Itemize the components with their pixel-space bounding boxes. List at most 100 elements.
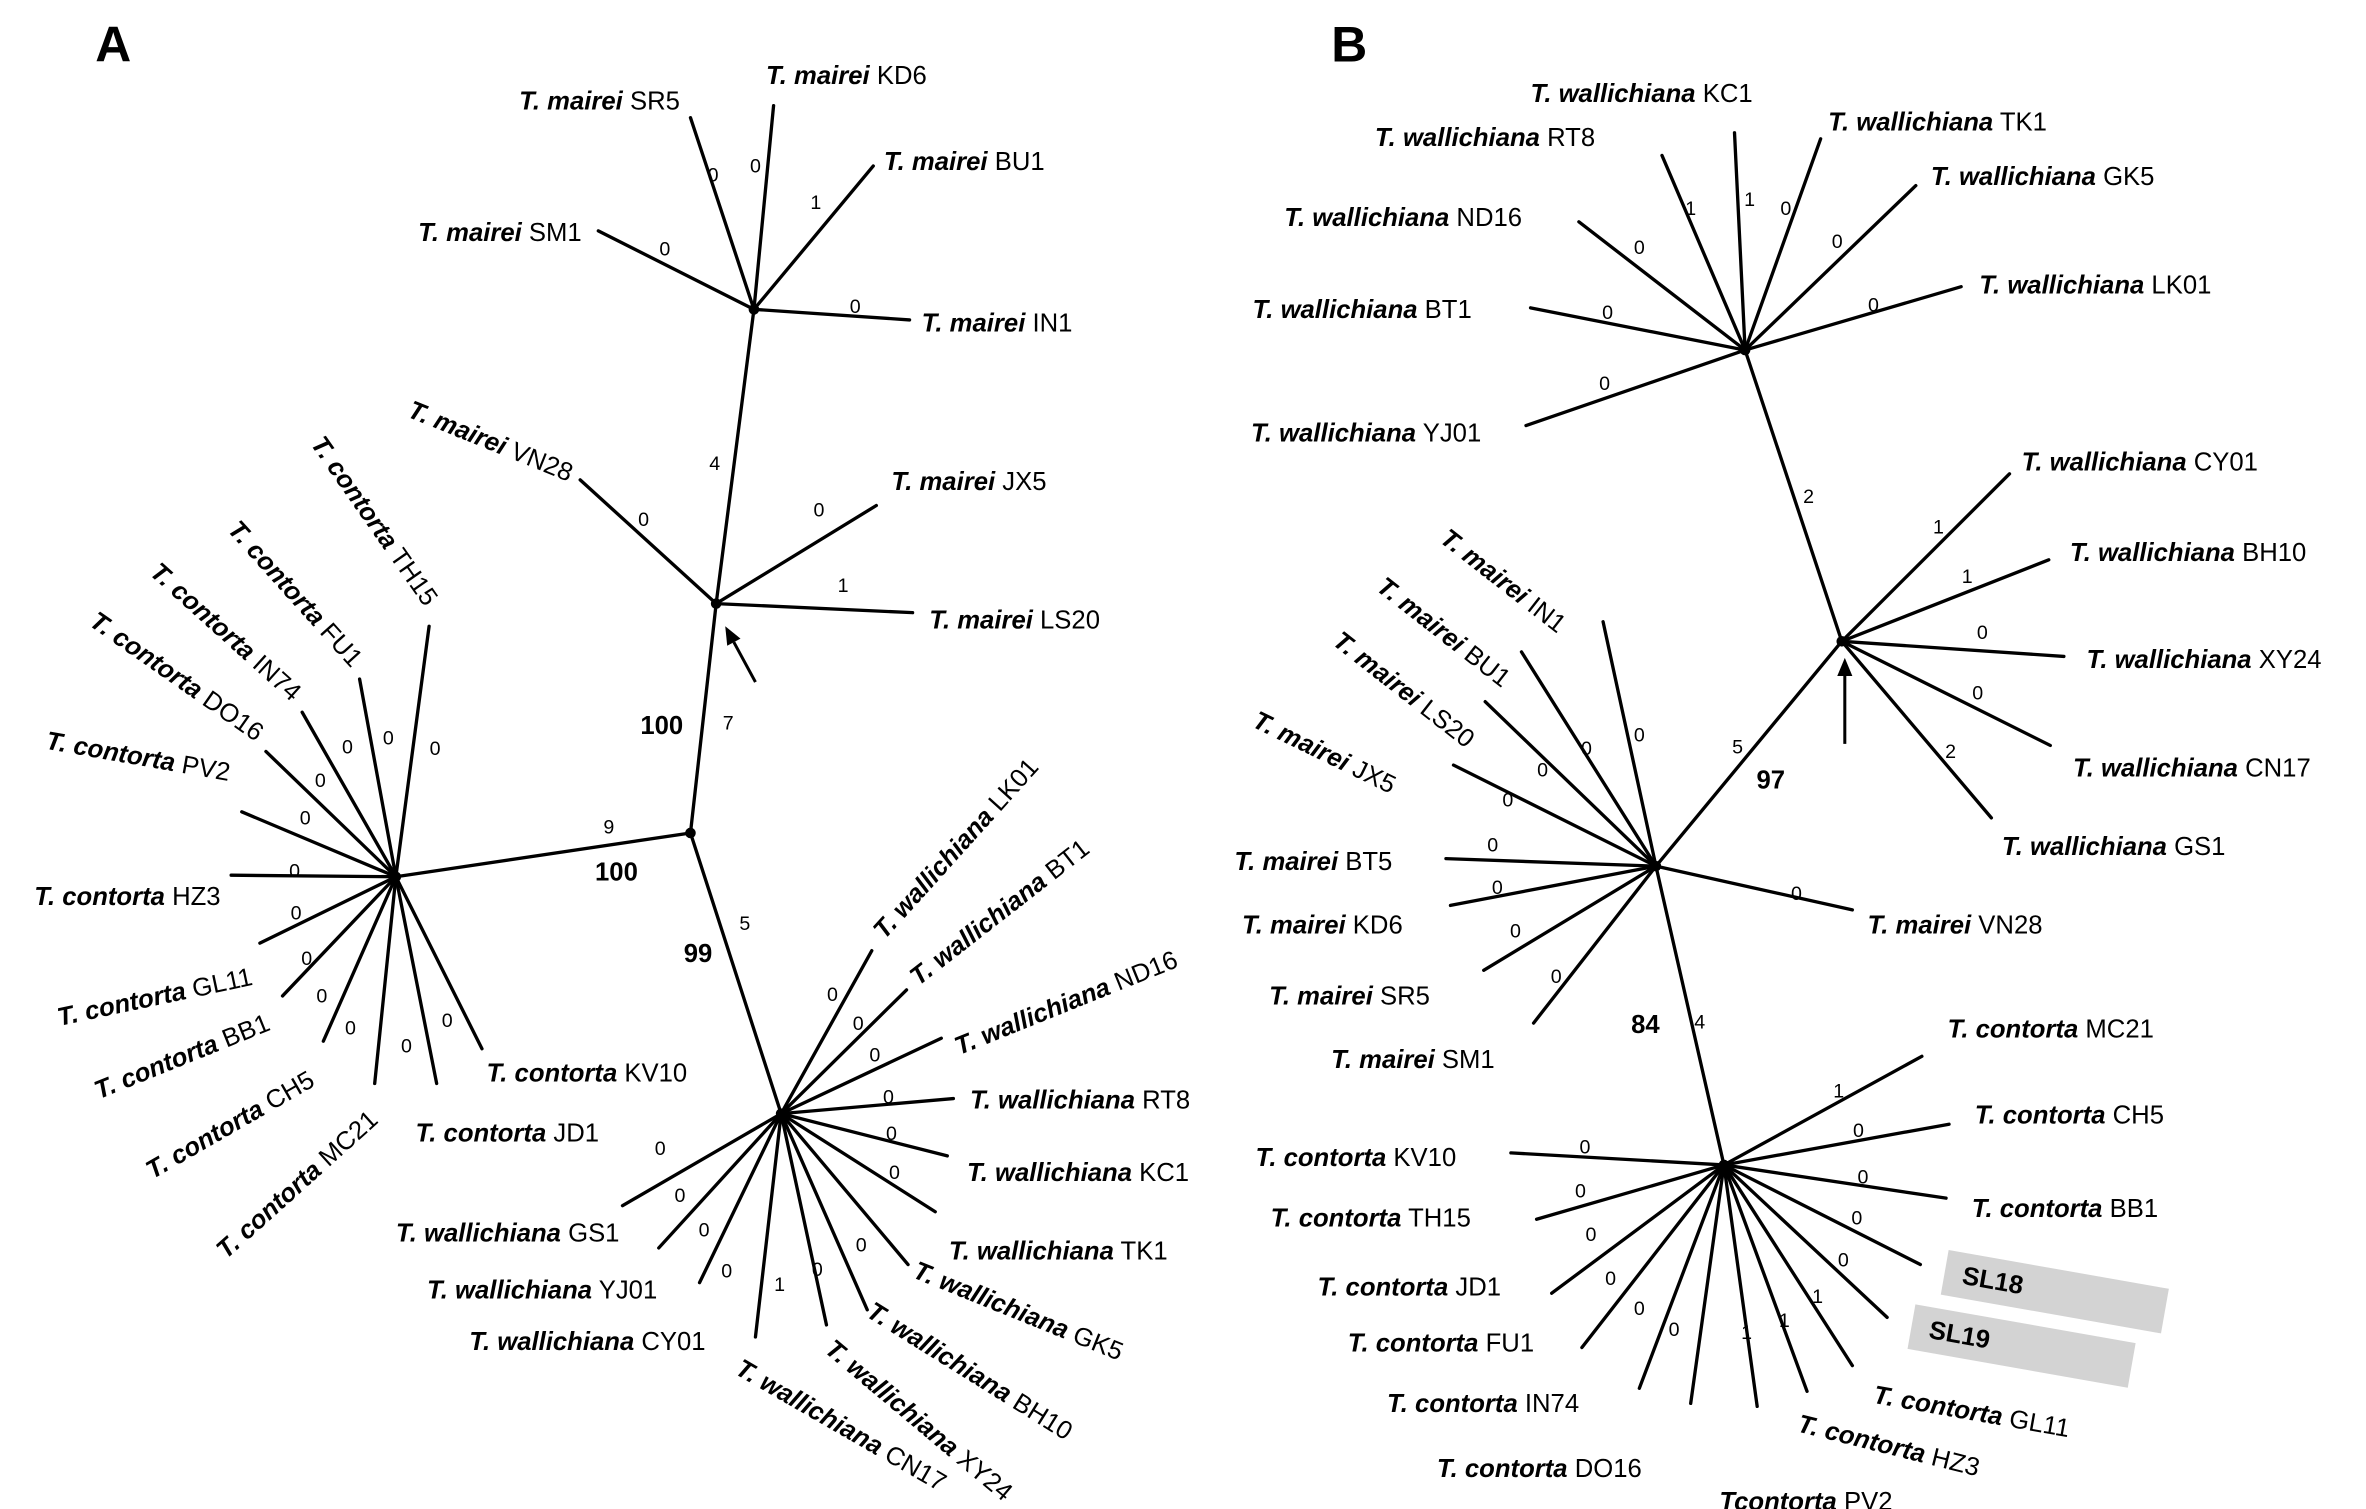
panel-b-label: B	[1331, 16, 1367, 72]
panel-a-taxon-label: T. mairei BU1	[884, 148, 1045, 176]
panel-b-leaf-branch	[1580, 1163, 1726, 1350]
panel-a-leaf-branch	[714, 601, 915, 615]
panel-b-taxon-label: T. contorta FU1	[1348, 1329, 1534, 1357]
panel-a-branch-length-label: 0	[383, 728, 394, 750]
panel-a-branch-length-label: 0	[883, 1087, 894, 1109]
panel-a-branch-length-label: 4	[709, 453, 720, 475]
panel-b-taxon-label: T. wallichiana CN17	[2073, 754, 2311, 782]
panel-b-leaf-branch	[1732, 131, 1747, 352]
panel-a-leaf-branch	[779, 1096, 956, 1116]
panel-b-branch-length-label: 0	[1605, 1268, 1616, 1290]
panel-a-leaf-branch	[620, 1111, 783, 1208]
panel-b-branch-length-label: 0	[1791, 883, 1802, 905]
panel-b-branch-length-label: 0	[1537, 759, 1548, 781]
panel-b-branch-length-label: 0	[1851, 1207, 1862, 1229]
panel-b-branch-length-label: 2	[1945, 741, 1956, 763]
panel-b-taxon-label: T. mairei IN1	[1435, 524, 1571, 639]
panel-b-leaf-branch	[1483, 700, 1658, 868]
panel-a-branch-length-label: 0	[316, 986, 327, 1008]
panel-a-bootstrap-value: 99	[684, 940, 713, 968]
panel-a-branch-length-label: 0	[869, 1044, 880, 1066]
panel-b-taxon-label: T. wallichiana GK5	[1931, 163, 2155, 191]
panel-b-leaf-branch	[1722, 1054, 1924, 1167]
panel-a-leaf-branch	[229, 873, 398, 879]
panel-a-taxon-label: T. mairei SR5	[519, 87, 680, 115]
panel-a-branch-length-label: 9	[603, 817, 614, 839]
panel-a-branch-length-label: 0	[289, 860, 300, 882]
panel-b-internal-branch	[1743, 348, 1844, 643]
panel-a-taxon-label: T. wallichiana TK1	[949, 1237, 1168, 1265]
panel-a-leaf-branch	[779, 1036, 943, 1116]
panel-a-internal-branch	[688, 831, 783, 1116]
panel-a-branch-length-label: 7	[723, 713, 734, 735]
panel-a-branch-length-label: 0	[342, 737, 353, 759]
panel-b-leaf-branch	[1601, 620, 1658, 868]
panel-a-taxon-label: T. wallichiana YJ01	[427, 1276, 657, 1304]
panel-a-taxon-label: T. mairei IN1	[922, 309, 1073, 337]
panel-a-leaf-branch	[394, 875, 484, 1051]
panel-a-leaf-branch	[578, 478, 718, 606]
panel-a-internal-branch	[688, 601, 718, 835]
panel-b-leaf-branch	[1482, 864, 1658, 972]
panel-a-branch-length-label: 0	[638, 509, 649, 531]
panel-a-taxon-label: T. mairei KD6	[766, 62, 927, 90]
panel-a-branch-length-label: 0	[674, 1185, 685, 1207]
panel-b-leaf-branch	[1509, 1151, 1726, 1167]
panel-a-leaf-branch	[779, 1111, 869, 1312]
panel-b-taxon-label: T. wallichiana LK01	[1979, 272, 2211, 300]
panel-b-taxon-label: T. contorta IN74	[1387, 1390, 1579, 1418]
panel-b-leaf-branch	[1660, 153, 1747, 352]
panel-b-leaf-branch	[1722, 1163, 1923, 1267]
panel-b-branch-length-label: 0	[1838, 1250, 1849, 1272]
panel-b-node	[1836, 636, 1848, 647]
panel-b-leaf-branch	[1840, 472, 2012, 643]
panel-b-branch-length-label: 5	[1732, 737, 1743, 759]
panel-a-leaf-branch	[697, 1111, 783, 1285]
panel-b-branch-length-label: 0	[1581, 738, 1592, 760]
panel-b-leaf-branch	[1444, 856, 1658, 868]
panel-a-leaf-branch	[779, 1111, 937, 1214]
panel-a-branch-length-label: 0	[721, 1260, 732, 1282]
panel-a-leaf-branch	[240, 810, 398, 879]
panel-b-bootstrap-value: 97	[1756, 766, 1785, 794]
panel-b-taxon-label: T. contorta TH15	[1271, 1204, 1471, 1232]
panel-b-taxon-label: T. wallichiana KC1	[1531, 80, 1753, 108]
panel-b-taxon-label: T. mairei KD6	[1242, 911, 1403, 939]
panel-b-internal-branch	[1654, 639, 1844, 868]
panel-b-leaf-branch	[1637, 1163, 1726, 1390]
panel-b-branch-length-label: 0	[1857, 1167, 1868, 1189]
panel-b-taxon-label: T. mairei JX5	[1248, 706, 1400, 799]
panel-a-taxon-label: T. contorta TH15	[305, 431, 443, 611]
panel-a-leaf-branch	[321, 875, 398, 1043]
panel-a-label: A	[95, 16, 131, 72]
panel-a-leaf-branch	[688, 116, 756, 312]
panel-b-leaf-branch	[1448, 864, 1658, 908]
panel-b-node	[1718, 1159, 1730, 1171]
panel-b-branch-length-label: 2	[1803, 486, 1814, 508]
panel-b-sample-tag: SL18	[1940, 1250, 2169, 1334]
panel-a-leaf-branch	[596, 229, 756, 312]
panel-a-leaf-branch	[264, 749, 398, 879]
panel-b-branch-length-label: 0	[1868, 295, 1879, 317]
panel-b-leaf-branch	[1722, 1163, 1809, 1393]
panel-b-taxon-label: T. wallichiana TK1	[1828, 109, 2047, 137]
panel-a-taxon-label: T. mairei JX5	[891, 468, 1046, 496]
panel-b-leaf-branch	[1528, 306, 1747, 352]
panel-a-taxon-label: T. contorta KV10	[487, 1059, 688, 1087]
panel-a-leaf-branch	[752, 164, 875, 312]
panel-b-taxon-label: T. contorta BB1	[1972, 1195, 2158, 1223]
panel-b-leaf-branch	[1531, 864, 1658, 1025]
panel-b-branch-length-label: 0	[1634, 1298, 1645, 1320]
panel-b-taxon-label: T. contorta KV10	[1256, 1144, 1457, 1172]
panel-b-leaf-branch	[1743, 285, 1963, 352]
panel-b-taxon-label: T. wallichiana ND16	[1284, 204, 1522, 232]
panel-b-taxon-label: T. mairei VN28	[1867, 911, 2042, 939]
panel-b-branch-length-label: 0	[1669, 1319, 1680, 1341]
panel-b-taxon-label: T. mairei SM1	[1331, 1046, 1495, 1074]
panel-a-leaf-branch	[714, 503, 878, 606]
panel-b-branch-length-label: 0	[1579, 1137, 1590, 1159]
panel-b-branch-length-label: 0	[1853, 1120, 1864, 1142]
panel-a-taxon-label: T. wallichiana RT8	[970, 1086, 1190, 1114]
panel-a-leaf-branch	[394, 875, 439, 1086]
